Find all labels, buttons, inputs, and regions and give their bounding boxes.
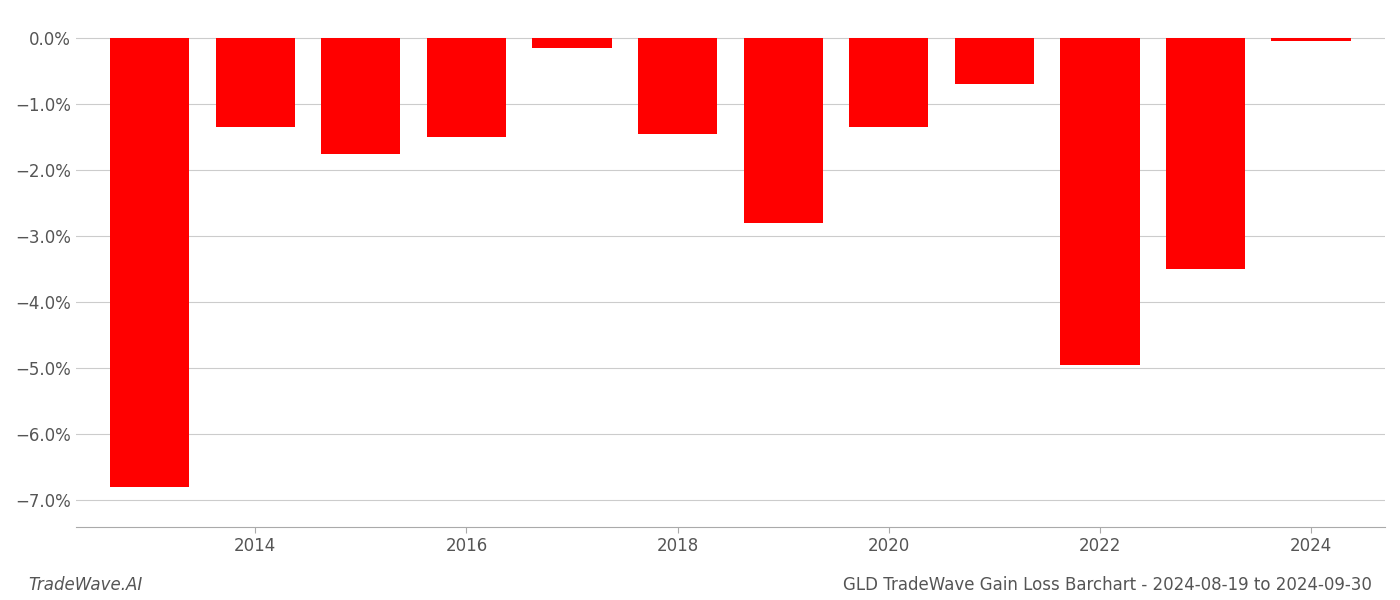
- Bar: [955, 38, 1035, 85]
- Bar: [111, 38, 189, 487]
- Text: GLD TradeWave Gain Loss Barchart - 2024-08-19 to 2024-09-30: GLD TradeWave Gain Loss Barchart - 2024-…: [843, 576, 1372, 594]
- Bar: [1060, 38, 1140, 365]
- Bar: [532, 38, 612, 48]
- Text: TradeWave.AI: TradeWave.AI: [28, 576, 143, 594]
- Bar: [638, 38, 717, 134]
- Bar: [743, 38, 823, 223]
- Bar: [321, 38, 400, 154]
- Bar: [1271, 38, 1351, 41]
- Bar: [427, 38, 505, 137]
- Bar: [1166, 38, 1245, 269]
- Bar: [216, 38, 295, 127]
- Bar: [850, 38, 928, 127]
